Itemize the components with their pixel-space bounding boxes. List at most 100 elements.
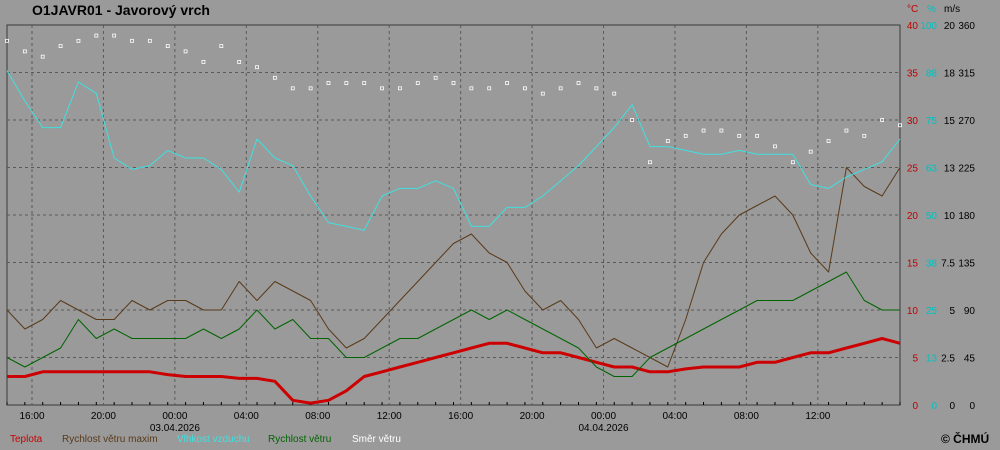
direction-point — [665, 139, 670, 144]
direction-point — [76, 38, 81, 43]
y-tick-temperature: 0 — [912, 401, 918, 412]
direction-point — [898, 123, 902, 128]
direction-point — [487, 86, 492, 91]
y-tick-humidity: 25 — [926, 306, 938, 317]
x-tick-label: 00:00 — [162, 411, 187, 422]
direction-point — [58, 44, 63, 49]
y-tick-speed: 7.5 — [941, 259, 955, 270]
y-tick-direction: 90 — [964, 306, 976, 317]
direction-point — [290, 86, 295, 91]
direction-point — [344, 81, 349, 85]
y-tick-speed: 15 — [944, 116, 956, 127]
direction-point — [844, 128, 849, 133]
unit-speed: m/s — [944, 4, 961, 15]
direction-point — [326, 81, 331, 85]
direction-point — [540, 91, 545, 96]
y-tick-speed: 13 — [944, 164, 956, 175]
direction-point — [862, 133, 867, 138]
direction-point — [576, 81, 581, 85]
y-tick-speed: 18 — [944, 69, 956, 80]
direction-point — [308, 86, 313, 91]
x-tick-label: 12:00 — [377, 411, 402, 422]
chart-title: O1JAVR01 - Javorový vrch — [32, 2, 210, 18]
direction-point — [826, 139, 831, 144]
x-tick-label: 04:00 — [234, 411, 259, 422]
direction-point — [773, 144, 777, 149]
direction-point — [790, 160, 795, 165]
x-tick-label: 04:00 — [662, 411, 687, 422]
x-tick-label: 08:00 — [305, 411, 330, 422]
direction-point — [808, 149, 813, 154]
x-tick-label: 00:00 — [591, 411, 616, 422]
x-tick-label: 12:00 — [805, 411, 830, 422]
y-tick-speed: 10 — [944, 211, 956, 222]
legend-humidity: Vlhkost vzduchu — [177, 434, 250, 445]
direction-point — [719, 128, 724, 133]
y-tick-speed: 0 — [949, 401, 955, 412]
x-tick-label: 08:00 — [734, 411, 759, 422]
y-tick-speed: 20 — [944, 21, 956, 32]
direction-point — [505, 81, 509, 85]
y-tick-speed: 5 — [949, 306, 955, 317]
direction-point — [415, 81, 420, 85]
direction-point — [362, 81, 367, 85]
y-tick-direction: 135 — [958, 259, 975, 270]
y-tick-temperature: 10 — [907, 306, 919, 317]
y-tick-direction: 45 — [964, 354, 976, 365]
direction-point — [451, 81, 456, 85]
direction-point — [683, 133, 688, 138]
direction-point — [523, 86, 527, 91]
legend-speed: Rychlost větru — [268, 434, 332, 445]
y-tick-humidity: 63 — [926, 164, 938, 175]
series-line-temperature-0 — [7, 337, 901, 405]
y-tick-humidity: 100 — [920, 21, 937, 32]
direction-point — [594, 86, 599, 91]
y-tick-temperature: 30 — [907, 116, 919, 127]
y-tick-temperature: 5 — [912, 354, 918, 365]
direction-point — [94, 33, 99, 38]
y-tick-direction: 315 — [958, 69, 975, 80]
direction-point — [5, 38, 9, 43]
y-tick-humidity: 0 — [931, 401, 937, 412]
y-tick-temperature: 15 — [907, 259, 919, 270]
y-tick-direction: 225 — [958, 164, 975, 175]
direction-point — [398, 86, 402, 91]
y-tick-humidity: 38 — [926, 259, 938, 270]
direction-point — [701, 128, 706, 133]
x-tick-label: 20:00 — [91, 411, 116, 422]
date-label: 04.04.2026 — [578, 423, 628, 434]
copyright: © ČHMÚ — [941, 432, 990, 446]
legend-gust: Rychlost větru maxim — [62, 434, 158, 445]
direction-point — [255, 65, 259, 70]
series-line-temperature-1 — [6, 167, 901, 368]
direction-point — [130, 38, 134, 43]
direction-point — [219, 44, 224, 49]
direction-point — [165, 44, 170, 49]
x-tick-label: 16:00 — [19, 411, 44, 422]
x-tick-label: 16:00 — [448, 411, 473, 422]
y-tick-humidity: 75 — [926, 116, 938, 127]
series-line-humidity-2 — [6, 70, 901, 231]
unit-temperature: °C — [907, 4, 919, 15]
direction-point — [183, 49, 188, 54]
direction-point — [40, 54, 45, 59]
direction-point — [558, 86, 563, 91]
direction-point — [737, 133, 742, 138]
y-tick-humidity: 50 — [926, 211, 938, 222]
direction-point — [22, 49, 27, 54]
x-tick-label: 20:00 — [520, 411, 545, 422]
y-tick-direction: 180 — [958, 211, 975, 222]
direction-point — [433, 75, 438, 80]
y-tick-temperature: 35 — [907, 69, 919, 80]
legend-direction: Směr větru — [352, 434, 401, 445]
direction-point — [237, 60, 242, 64]
y-tick-speed: 2.5 — [941, 354, 955, 365]
direction-point — [880, 118, 885, 122]
unit-humidity: % — [927, 4, 936, 15]
direction-point — [630, 118, 634, 122]
direction-point — [380, 86, 384, 91]
y-tick-direction: 360 — [958, 21, 975, 32]
date-label: 03.04.2026 — [150, 423, 200, 434]
direction-point — [469, 86, 474, 91]
y-tick-temperature: 20 — [907, 211, 919, 222]
